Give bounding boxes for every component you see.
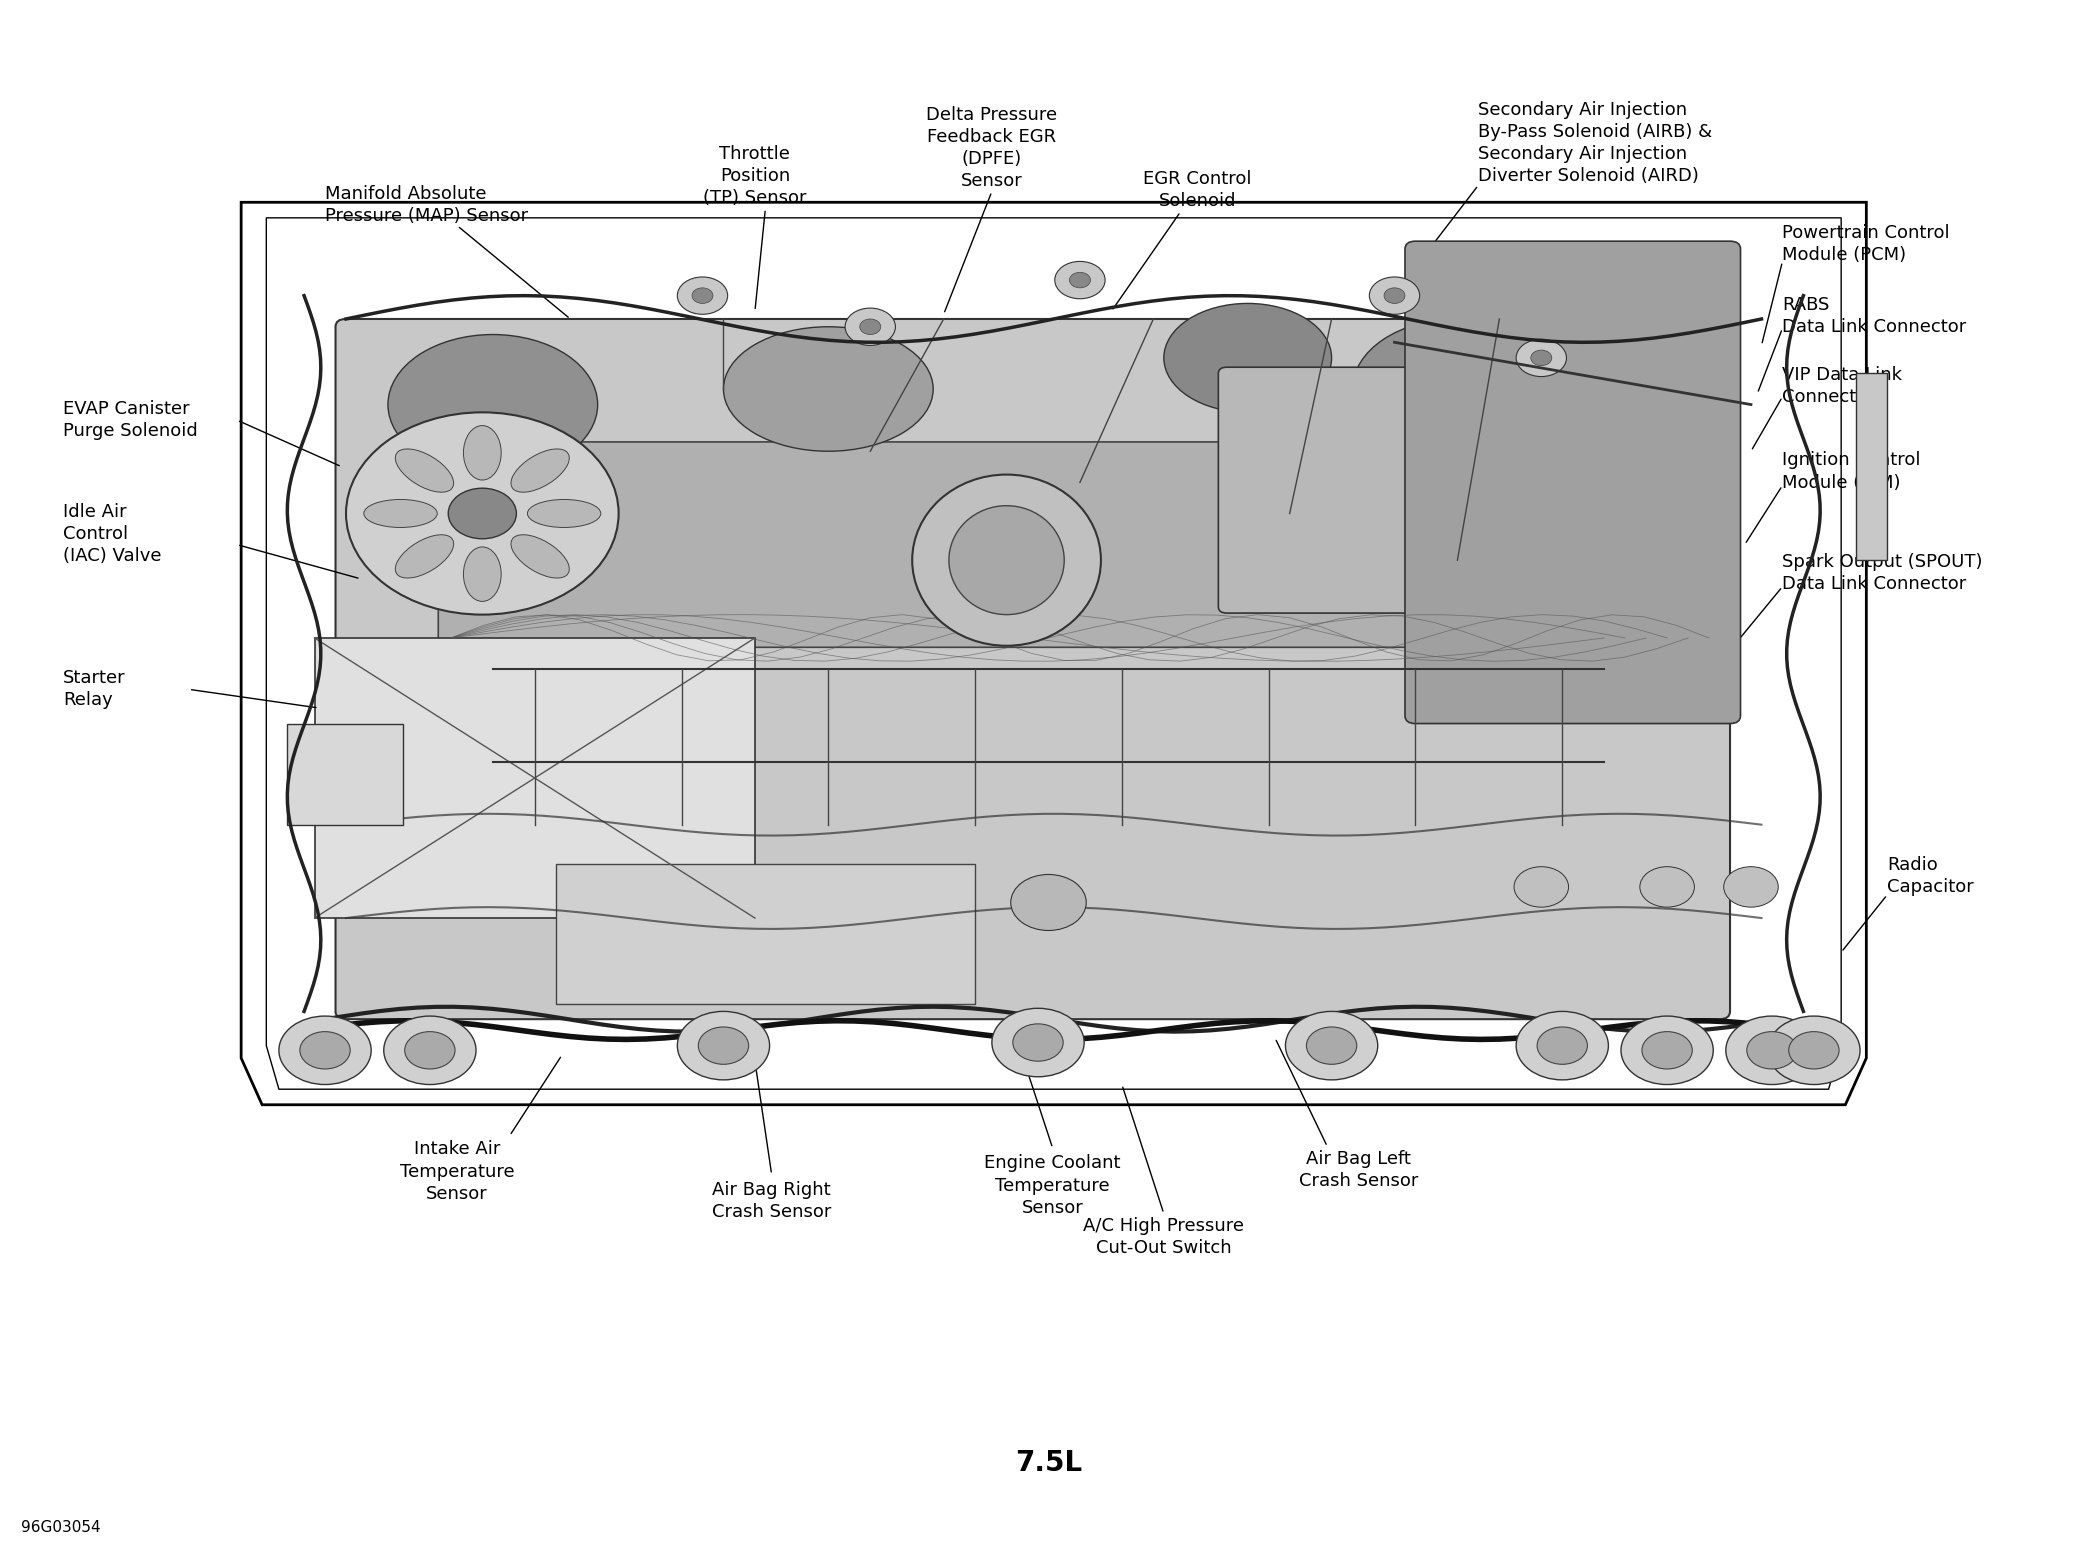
Circle shape (1369, 277, 1420, 314)
Circle shape (449, 489, 516, 538)
Circle shape (677, 277, 728, 314)
Circle shape (1768, 1016, 1860, 1085)
Text: Ignition Control
Module (ICM): Ignition Control Module (ICM) (1782, 451, 1921, 492)
Circle shape (1055, 261, 1105, 299)
Circle shape (1516, 1011, 1608, 1080)
Text: Manifold Absolute
Pressure (MAP) Sensor: Manifold Absolute Pressure (MAP) Sensor (325, 185, 528, 226)
Text: Intake Air
Temperature
Sensor: Intake Air Temperature Sensor (401, 1141, 514, 1203)
Circle shape (405, 1032, 455, 1069)
Text: Idle Air
Control
(IAC) Valve: Idle Air Control (IAC) Valve (63, 503, 161, 565)
Circle shape (698, 1027, 749, 1064)
Circle shape (1724, 867, 1778, 907)
Polygon shape (241, 202, 1866, 1105)
Circle shape (1514, 867, 1569, 907)
Ellipse shape (396, 535, 453, 577)
FancyBboxPatch shape (287, 724, 403, 825)
Ellipse shape (388, 335, 598, 475)
Text: Secondary Air Injection
By-Pass Solenoid (AIRB) &
Secondary Air Injection
Divert: Secondary Air Injection By-Pass Solenoid… (1478, 101, 1713, 185)
Circle shape (1642, 1032, 1692, 1069)
Text: 7.5L: 7.5L (1015, 1449, 1082, 1477)
Circle shape (1069, 272, 1090, 288)
Text: EVAP Canister
Purge Solenoid: EVAP Canister Purge Solenoid (63, 400, 197, 440)
Ellipse shape (396, 450, 453, 492)
Ellipse shape (463, 426, 501, 481)
Circle shape (1516, 339, 1566, 377)
Bar (315, 638, 755, 918)
Circle shape (692, 288, 713, 303)
Text: Air Bag Right
Crash Sensor: Air Bag Right Crash Sensor (713, 1181, 830, 1221)
FancyBboxPatch shape (438, 442, 1543, 647)
Ellipse shape (365, 499, 438, 527)
Ellipse shape (512, 450, 568, 492)
FancyBboxPatch shape (1218, 367, 1445, 613)
Circle shape (992, 1008, 1084, 1077)
Circle shape (300, 1032, 350, 1069)
Text: Radio
Capacitor: Radio Capacitor (1887, 856, 1973, 896)
Circle shape (845, 308, 895, 345)
Text: EGR Control
Solenoid: EGR Control Solenoid (1143, 170, 1252, 210)
Ellipse shape (1353, 319, 1562, 459)
Text: Engine Coolant
Temperature
Sensor: Engine Coolant Temperature Sensor (983, 1155, 1122, 1217)
Circle shape (1011, 874, 1086, 930)
Circle shape (1621, 1016, 1713, 1085)
Text: Throttle
Position
(TP) Sensor: Throttle Position (TP) Sensor (702, 145, 807, 207)
Text: RABS
Data Link Connector: RABS Data Link Connector (1782, 296, 1967, 336)
Circle shape (1747, 1032, 1797, 1069)
Circle shape (1789, 1032, 1839, 1069)
Ellipse shape (912, 475, 1101, 646)
Circle shape (279, 1016, 371, 1085)
Text: Delta Pressure
Feedback EGR
(DPFE)
Sensor: Delta Pressure Feedback EGR (DPFE) Senso… (927, 106, 1057, 190)
Text: A/C High Pressure
Cut-Out Switch: A/C High Pressure Cut-Out Switch (1084, 1217, 1244, 1257)
Circle shape (1013, 1024, 1063, 1061)
Ellipse shape (528, 499, 602, 527)
Circle shape (1285, 1011, 1378, 1080)
FancyBboxPatch shape (1856, 373, 1887, 560)
Circle shape (1726, 1016, 1818, 1085)
Circle shape (1537, 1027, 1587, 1064)
Ellipse shape (512, 535, 568, 577)
Circle shape (1384, 288, 1405, 303)
Text: 96G03054: 96G03054 (21, 1520, 101, 1536)
Text: Air Bag Left
Crash Sensor: Air Bag Left Crash Sensor (1300, 1150, 1418, 1190)
Ellipse shape (1164, 303, 1332, 412)
Circle shape (677, 1011, 770, 1080)
Circle shape (384, 1016, 476, 1085)
Circle shape (346, 412, 619, 615)
FancyBboxPatch shape (556, 864, 975, 1004)
Text: Spark Output (SPOUT)
Data Link Connector: Spark Output (SPOUT) Data Link Connector (1782, 552, 1984, 593)
Text: VIP Data Link
Connectors: VIP Data Link Connectors (1782, 366, 1902, 406)
FancyBboxPatch shape (336, 319, 1730, 1019)
Circle shape (1640, 867, 1694, 907)
Ellipse shape (948, 506, 1063, 615)
Text: Starter
Relay: Starter Relay (63, 669, 126, 710)
Circle shape (1531, 350, 1552, 366)
Ellipse shape (463, 548, 501, 602)
Ellipse shape (723, 327, 933, 451)
Circle shape (860, 319, 881, 335)
Circle shape (1306, 1027, 1357, 1064)
Text: Powertrain Control
Module (PCM): Powertrain Control Module (PCM) (1782, 224, 1950, 265)
FancyBboxPatch shape (1405, 241, 1741, 724)
